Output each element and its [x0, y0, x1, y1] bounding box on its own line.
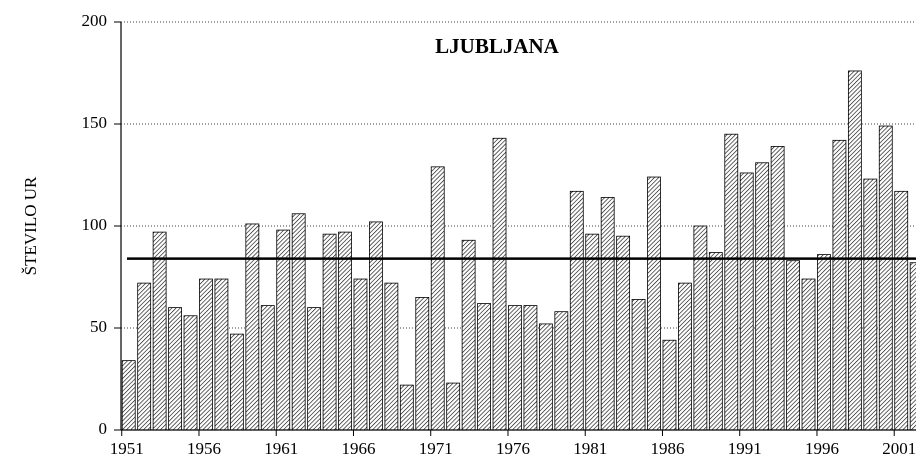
bar — [693, 225, 708, 431]
x-tick-label: 1996 — [805, 439, 839, 458]
x-tick-label: 1986 — [650, 439, 684, 458]
bar — [600, 197, 615, 431]
bar — [384, 282, 399, 431]
bar — [894, 190, 909, 431]
bar — [832, 139, 847, 431]
bar — [585, 233, 600, 431]
bar — [199, 278, 213, 431]
y-tick-label: 200 — [82, 11, 108, 30]
bar — [322, 233, 337, 431]
bar — [276, 229, 291, 431]
bar — [399, 384, 414, 431]
x-tick-label: 1971 — [419, 439, 453, 458]
bar — [229, 333, 244, 431]
bar — [245, 223, 260, 431]
bar — [647, 176, 661, 431]
bar — [739, 172, 754, 431]
x-tick-label: 1961 — [264, 439, 298, 458]
bar — [291, 213, 306, 431]
bar — [786, 260, 800, 431]
bar — [678, 282, 692, 431]
bar — [708, 252, 723, 431]
bar — [121, 360, 136, 431]
bar — [508, 305, 522, 431]
bar — [755, 162, 770, 431]
bar — [260, 305, 275, 431]
x-tick-label: 1981 — [573, 439, 607, 458]
bar — [909, 262, 916, 431]
bar — [847, 70, 862, 431]
bar — [137, 282, 152, 431]
bar — [878, 125, 893, 431]
bar — [801, 278, 816, 431]
bar — [214, 278, 229, 431]
chart-title: LJUBLJANA — [435, 34, 560, 58]
y-tick-label: 150 — [82, 113, 108, 132]
bar — [616, 235, 631, 431]
bar — [461, 239, 476, 431]
bar — [168, 307, 182, 431]
bar — [863, 178, 878, 431]
y-tick-label: 0 — [99, 419, 108, 438]
x-tick-label: 1991 — [728, 439, 762, 458]
bar — [477, 303, 491, 431]
bar — [523, 305, 538, 431]
bar — [492, 137, 507, 431]
bar — [353, 278, 368, 431]
bar — [554, 311, 569, 431]
bar — [770, 146, 785, 431]
x-tick-label: 1976 — [496, 439, 530, 458]
y-tick-label: 100 — [82, 215, 108, 234]
bar — [446, 382, 461, 431]
bar — [569, 190, 584, 431]
x-tick-label: 1956 — [187, 439, 221, 458]
x-tick-label: 1951 — [110, 439, 144, 458]
bar — [430, 166, 445, 431]
x-tick-label: 1966 — [341, 439, 375, 458]
bar — [817, 254, 831, 431]
bar — [369, 221, 383, 431]
bar — [538, 323, 553, 431]
bar — [631, 299, 646, 431]
bar — [662, 339, 677, 431]
bar — [415, 296, 430, 431]
y-tick-label: 50 — [90, 317, 107, 336]
bar — [152, 231, 167, 431]
bar — [183, 315, 198, 431]
y-axis-label: ŠTEVILO UR — [21, 176, 40, 275]
bar — [307, 307, 322, 431]
x-tick-label: 2001 — [882, 439, 916, 458]
bar — [724, 133, 739, 431]
bar — [338, 231, 352, 431]
